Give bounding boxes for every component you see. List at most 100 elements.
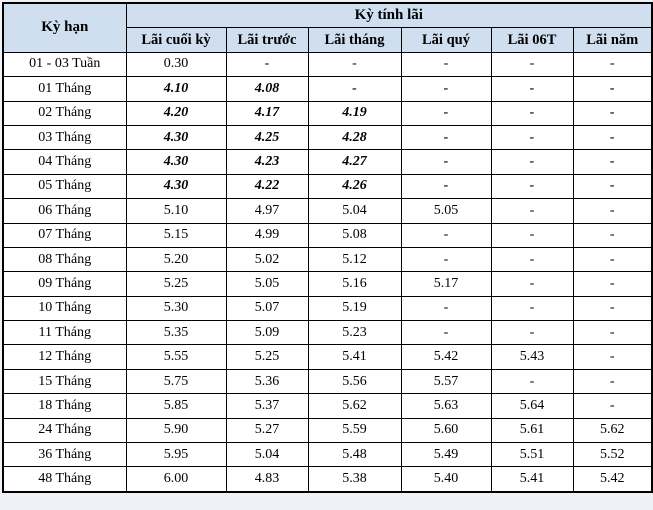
rate-cell: 5.04 [307,198,402,224]
rate-cell: - [490,320,574,346]
rate-cell: 5.62 [572,417,653,444]
rate-cell: 5.05 [225,271,309,297]
rate-cell: 5.52 [572,442,653,468]
rate-cell: - [400,76,492,102]
rate-cell: 5.17 [400,271,492,297]
header-row-columns: Lãi cuối kỳ Lãi trước Lãi tháng Lãi quý … [3,27,653,53]
rate-cell: - [490,295,574,322]
rate-cell: 0.30 [125,51,227,78]
term-cell: 36 Tháng [2,442,127,468]
rate-cell: 4.30 [125,173,227,200]
rate-cell: - [490,76,574,102]
rate-cell: - [400,100,492,126]
rate-cell: - [490,368,574,395]
rate-cell: - [572,173,653,200]
rate-cell: 5.25 [225,344,309,370]
column-header-lai-cuoi-ky: Lãi cuối kỳ [125,27,227,53]
rate-cell: - [490,222,574,248]
rate-cell: 5.51 [490,442,574,468]
rate-cell: 5.62 [307,393,402,419]
rate-cell: - [400,222,492,248]
rate-cell: 5.02 [225,246,309,273]
rate-cell: - [225,51,309,78]
rate-cell: 5.27 [225,417,309,444]
rate-cell: - [572,271,653,297]
column-header-lai-truoc: Lãi trước [225,27,309,53]
rate-cell: 5.19 [307,295,402,322]
rate-cell: 5.42 [400,344,492,370]
column-header-lai-thang: Lãi tháng [307,27,402,53]
rate-cell: 5.63 [400,393,492,419]
rate-cell: 4.22 [225,173,309,200]
rate-cell: 4.99 [225,222,309,248]
table-body: 01 - 03 Tuần 0.30- - - - -01 Tháng 4.10 4.08- - -… [2,51,653,493]
rate-cell: 5.09 [225,320,309,346]
rate-cell: 4.30 [125,149,227,175]
rate-cell: - [490,51,574,78]
rate-cell: - [572,320,653,346]
rate-cell: - [400,149,492,175]
rate-cell: - [572,246,653,273]
rate-cell: 5.75 [125,368,227,395]
table-row: 24 Tháng 5.90 5.27 5.59 5.60 5.61 5.62 [2,417,653,444]
rate-cell: 5.07 [225,295,309,322]
rate-cell: - [490,173,574,200]
rate-cell: 5.64 [490,393,574,419]
term-cell: 03 Tháng [2,124,127,151]
term-cell: 07 Tháng [2,222,127,248]
rate-cell: 5.90 [125,417,227,444]
table-row: 11 Tháng 5.35 5.09 5.23- - - [2,320,653,346]
rate-cell: 4.97 [225,198,309,224]
rate-cell: 5.37 [225,393,309,419]
rate-cell: 4.08 [225,76,309,102]
rate-cell: - [400,124,492,151]
rate-cell: - [490,124,574,151]
rate-cell: 5.48 [307,442,402,468]
rate-cell: 5.23 [307,320,402,346]
rate-cell: - [490,198,574,224]
rate-cell: 4.83 [225,466,309,493]
rate-cell: 5.55 [125,344,227,370]
rate-cell: - [572,76,653,102]
rate-cell: 4.26 [307,173,402,200]
term-cell: 12 Tháng [2,344,127,370]
rate-cell: 4.30 [125,124,227,151]
rate-cell: 5.43 [490,344,574,370]
table-row: 36 Tháng 5.95 5.04 5.48 5.49 5.51 5.52 [2,442,653,468]
rate-cell: 5.60 [400,417,492,444]
term-cell: 05 Tháng [2,173,127,200]
term-cell: 48 Tháng [2,466,127,493]
column-header-lai-quy: Lãi quý [400,27,492,53]
rate-cell: - [490,149,574,175]
table-header: Kỳ hạn Kỳ tính lãi Lãi cuối kỳ Lãi trước… [2,2,653,53]
rate-cell: 5.41 [307,344,402,370]
rate-cell: 5.05 [400,198,492,224]
page-background: Kỳ hạn Kỳ tính lãi Lãi cuối kỳ Lãi trước… [2,2,653,493]
table-row: 06 Tháng 5.10 4.97 5.04 5.05- - [2,198,653,224]
rate-cell: - [572,124,653,151]
rate-cell: 5.04 [225,442,309,468]
header-row-group: Kỳ hạn Kỳ tính lãi [2,2,653,53]
term-cell: 15 Tháng [2,368,127,395]
table-row: 48 Tháng 6.00 4.83 5.38 5.40 5.41 5.42 [2,466,653,493]
table-row: 10 Tháng 5.30 5.07 5.19- - - [2,295,653,322]
column-header-lai-06t: Lãi 06T [490,27,574,53]
term-cell: 01 - 03 Tuần [2,51,127,78]
rate-cell: 4.28 [307,124,402,151]
rate-cell: 5.30 [125,295,227,322]
table-row: 01 Tháng 4.10 4.08- - - - [2,76,653,102]
rate-cell: 5.10 [125,198,227,224]
term-cell: 24 Tháng [2,417,127,444]
rate-cell: 5.85 [125,393,227,419]
rate-cell: - [572,393,653,419]
rate-cell: 4.20 [125,100,227,126]
rate-cell: 5.40 [400,466,492,493]
table-row: 04 Tháng 4.30 4.23 4.27- - - [2,149,653,175]
rate-cell: - [400,173,492,200]
rate-cell: 5.35 [125,320,227,346]
interest-period-group-header: Kỳ tính lãi [125,2,653,29]
rate-cell: 5.38 [307,466,402,493]
rate-cell: - [572,198,653,224]
interest-rate-table: Kỳ hạn Kỳ tính lãi Lãi cuối kỳ Lãi trước… [2,2,653,493]
table-row: 01 - 03 Tuần 0.30- - - - - [2,51,653,78]
